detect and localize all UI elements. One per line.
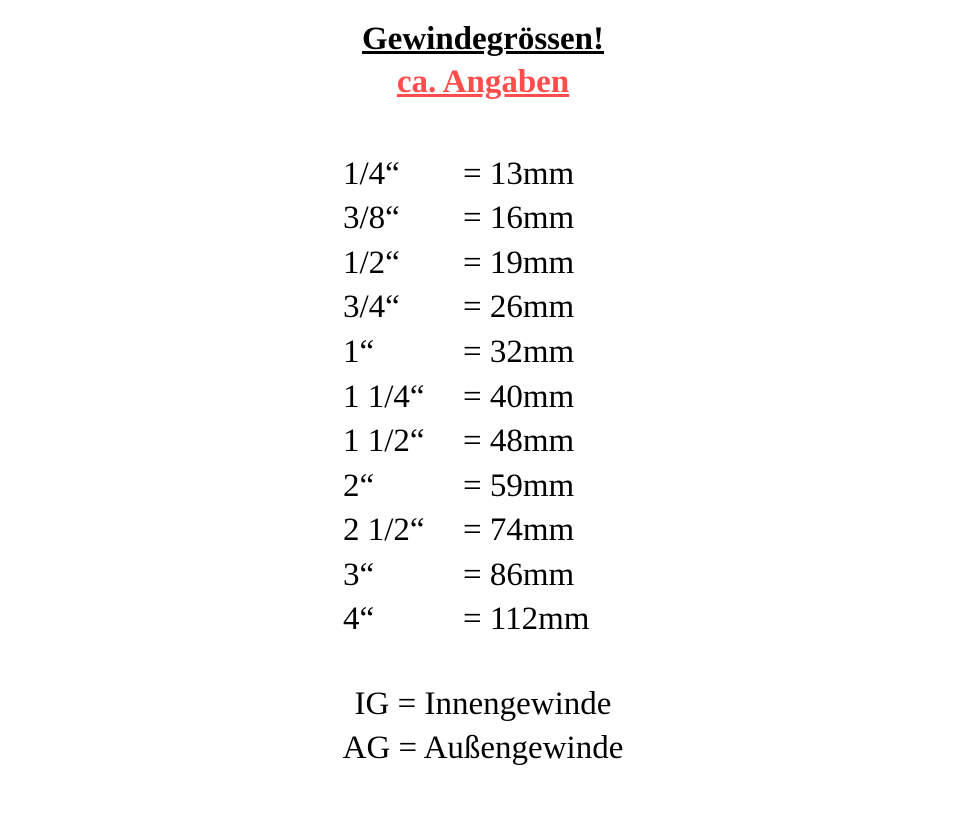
size-mm: = 40mm	[463, 375, 623, 420]
table-row: 3“ = 86mm	[343, 553, 623, 598]
table-row: 2“ = 59mm	[343, 464, 623, 509]
table-row: 4“ = 112mm	[343, 597, 623, 642]
table-row: 1 1/2“ = 48mm	[343, 419, 623, 464]
table-row: 1/2“ = 19mm	[343, 241, 623, 286]
size-mm: = 16mm	[463, 196, 623, 241]
table-row: 3/8“ = 16mm	[343, 196, 623, 241]
size-mm: = 112mm	[463, 597, 623, 642]
size-inch: 1 1/2“	[343, 419, 463, 464]
size-mm: = 59mm	[463, 464, 623, 509]
legend: IG = Innengewinde AG = Außengewinde	[343, 682, 624, 771]
size-mm: = 86mm	[463, 553, 623, 598]
table-row: 1/4“ = 13mm	[343, 152, 623, 197]
size-mm: = 48mm	[463, 419, 623, 464]
size-inch: 1/4“	[343, 152, 463, 197]
size-inch: 1“	[343, 330, 463, 375]
page-subtitle: ca. Angaben	[397, 61, 569, 104]
size-table: 1/4“ = 13mm 3/8“ = 16mm 1/2“ = 19mm 3/4“…	[343, 152, 623, 642]
size-inch: 4“	[343, 597, 463, 642]
size-inch: 3“	[343, 553, 463, 598]
legend-row: AG = Außengewinde	[343, 726, 624, 771]
table-row: 2 1/2“ = 74mm	[343, 508, 623, 553]
size-inch: 3/4“	[343, 285, 463, 330]
size-mm: = 74mm	[463, 508, 623, 553]
size-inch: 1 1/4“	[343, 375, 463, 420]
size-mm: = 26mm	[463, 285, 623, 330]
size-mm: = 32mm	[463, 330, 623, 375]
table-row: 3/4“ = 26mm	[343, 285, 623, 330]
page-title: Gewindegrössen!	[362, 18, 604, 61]
table-row: 1 1/4“ = 40mm	[343, 375, 623, 420]
size-mm: = 19mm	[463, 241, 623, 286]
size-inch: 3/8“	[343, 196, 463, 241]
table-row: 1“ = 32mm	[343, 330, 623, 375]
size-mm: = 13mm	[463, 152, 623, 197]
size-inch: 2 1/2“	[343, 508, 463, 553]
size-inch: 2“	[343, 464, 463, 509]
size-inch: 1/2“	[343, 241, 463, 286]
legend-row: IG = Innengewinde	[355, 682, 612, 727]
